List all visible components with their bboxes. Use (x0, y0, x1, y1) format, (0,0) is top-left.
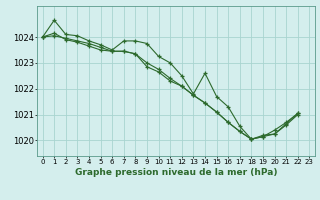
X-axis label: Graphe pression niveau de la mer (hPa): Graphe pression niveau de la mer (hPa) (75, 168, 277, 177)
